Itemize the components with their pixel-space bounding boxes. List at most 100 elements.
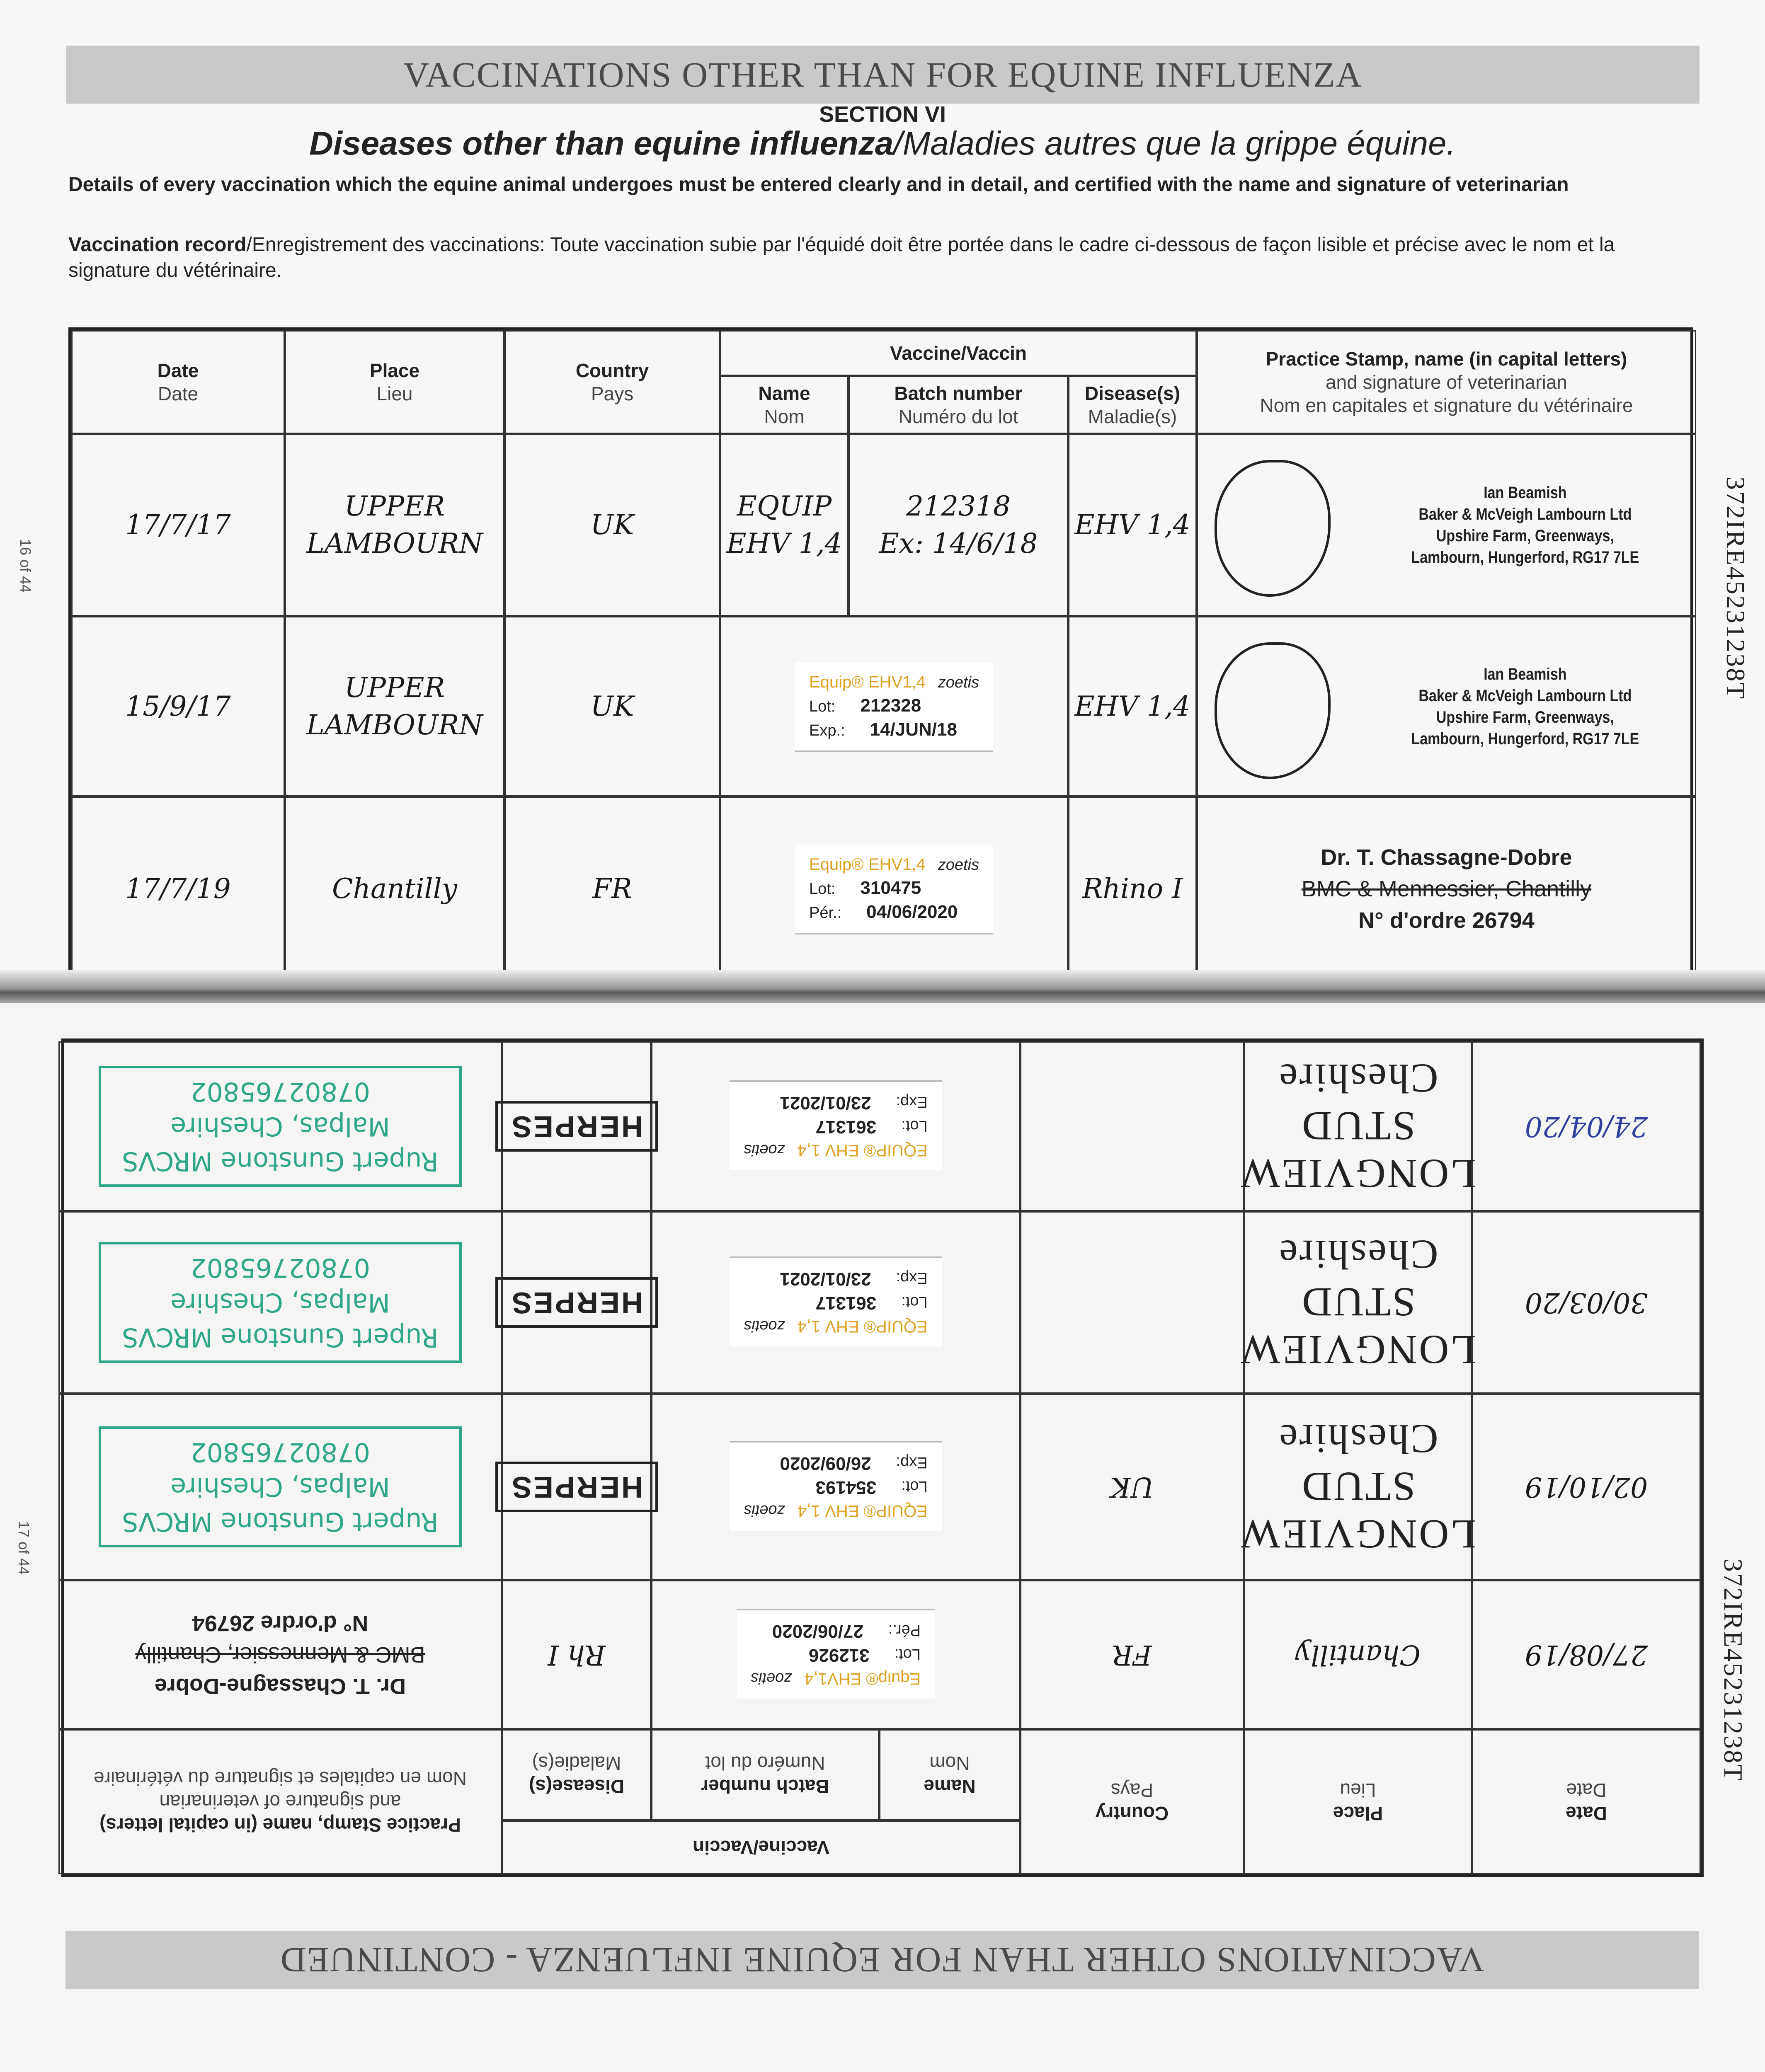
sticker-expiry: Pér.: 04/06/2020: [809, 900, 979, 925]
date-value: 30/03/20: [1525, 1287, 1648, 1319]
sticker-header: EQUIP® EHV 1,4 zoetis: [744, 1499, 927, 1523]
expiry-label: Exp:: [896, 1454, 928, 1472]
record-french: /Enregistrement des vaccinations: Toute …: [68, 234, 1615, 281]
expiry-label: Pér.:: [888, 1622, 921, 1639]
place-value: UPPER LAMBOURN: [306, 490, 483, 559]
place-cell: UPPER LAMBOURN: [285, 616, 504, 796]
stamp-line: Malpas, Cheshire: [170, 1288, 390, 1318]
disease-value: Rhino I: [1082, 872, 1183, 905]
batch-expiry: Ex: 14/6/18: [879, 528, 1038, 559]
manufacturer: zoetis: [744, 1141, 785, 1159]
disease-cell: Rhino I: [1068, 796, 1197, 981]
header-practice-text: Practice Stamp, name (in capital letters…: [1266, 348, 1627, 370]
heading-bold: Diseases other than equine influenza: [309, 125, 894, 162]
expiry-label: Pér.:: [809, 904, 842, 922]
vaccine-sticker: EQUIP® EHV 1,4 zoetis Lot: 361317 Exp: 23/01/…: [730, 1082, 942, 1171]
expiry-label: Exp:: [896, 1093, 928, 1111]
signature-scribble: [1215, 642, 1331, 779]
date-value: 17/7/19: [125, 872, 231, 905]
lot-number: 212328: [860, 695, 921, 716]
stamp-line: Lambourn, Hungerford, RG17 7LE: [1411, 729, 1639, 748]
disease-cell: EHV 1,4: [1068, 434, 1197, 616]
stamp-line: Baker & McVeigh Lambourn Ltd: [1418, 505, 1632, 523]
disease-value: HERPES: [495, 1462, 658, 1512]
header-name-text: Name: [924, 1776, 976, 1797]
date-cell: 27/08/19: [1472, 1580, 1701, 1729]
vaccine-label-cell: EQUIP® EHV 1,4 zoetis Lot: 354193 Exp: 26/09/…: [651, 1394, 1020, 1580]
date-value: 17/7/17: [125, 509, 231, 541]
header-vaccine-text: Vaccine/Vaccin: [693, 1837, 829, 1858]
header-practice-text: Nom en capitales et signature du vétérin…: [93, 1768, 467, 1789]
sticker-header: EQUIP® EHV 1,4 zoetis: [744, 1315, 927, 1339]
header-disease-text: Maladie(s): [1088, 406, 1177, 427]
disease-value: HERPES: [495, 1101, 658, 1152]
header-name: Name Nom: [720, 376, 849, 434]
country-cell: FR: [504, 796, 720, 981]
signature-scribble: [1215, 460, 1331, 597]
lot-number: 354193: [815, 1477, 877, 1498]
expiry-label: Exp.:: [809, 722, 845, 739]
place-cell: LONGVIEW STUD Cheshire: [1239, 1211, 1476, 1394]
stamp-text: LONGVIEW STUD Cheshire: [1239, 1416, 1476, 1558]
header-country-text: Pays: [591, 383, 634, 404]
passport-id: 372IRE45231238T: [1719, 1558, 1748, 1782]
vaccine-label-cell: EQUIP® EHV 1,4 zoetis Lot: 361317 Exp: 23/01/…: [651, 1041, 1020, 1211]
stamp-line: N° d'ordre 26794: [1358, 908, 1535, 933]
country-value: UK: [1110, 1471, 1154, 1503]
vaccine-brand: EQUIP® EHV 1,4: [797, 1317, 928, 1336]
header-practice-text: Nom en capitales et signature du vétérin…: [1260, 395, 1633, 416]
lot-label: Lot:: [809, 698, 836, 715]
vaccine-brand: Equip® EHV1,4: [809, 855, 926, 874]
sticker-expiry: Exp: 26/09/2020: [744, 1451, 927, 1475]
page-number: 17 of 44: [15, 1520, 32, 1575]
disease-value: HERPES: [495, 1277, 658, 1328]
stamp-line: Rupert Gunstone MRCVS: [122, 1322, 439, 1353]
manufacturer: zoetis: [938, 856, 979, 874]
passport-id: 372IRE45231238T: [1721, 477, 1750, 700]
expiry-date: 04/06/2020: [866, 902, 958, 922]
country-cell: UK: [1020, 1394, 1244, 1580]
country-cell: [1020, 1041, 1244, 1211]
sticker-lot: Lot: 310475: [809, 876, 979, 900]
practice-stamp-cell: Ian Beamish Baker & McVeigh Lambourn Ltd U…: [1197, 616, 1696, 796]
sticker-lot: Lot: 361317: [744, 1291, 927, 1315]
date-cell: 17/7/17: [71, 434, 285, 616]
header-name-text: Nom: [929, 1752, 970, 1774]
sticker-expiry: Pér.: 27/06/2020: [751, 1619, 921, 1643]
vaccine-brand: Equip® EHV1,4: [809, 673, 926, 691]
sticker-expiry: Exp: 23/01/2021: [744, 1267, 927, 1291]
header-name: Name Nom: [879, 1729, 1020, 1820]
date-cell: 02/10/19: [1472, 1394, 1701, 1580]
stamp-line: Dr. T. Chassagne-Dobre: [1321, 845, 1572, 870]
stamp-line: Baker & McVeigh Lambourn Ltd: [1418, 686, 1632, 705]
longview-stud-stamp: LONGVIEW STUD Cheshire: [1239, 1416, 1476, 1559]
place-cell: LONGVIEW STUD Cheshire: [1239, 1394, 1476, 1580]
country-value: UK: [590, 509, 634, 541]
date-value: 02/10/19: [1525, 1471, 1648, 1503]
vaccine-brand: Equip® EHV1,4: [804, 1670, 921, 1688]
stamp-text: LONGVIEW STUD Cheshire: [1239, 1055, 1476, 1197]
vaccine-brand: EQUIP® EHV 1,4: [797, 1502, 928, 1520]
lot-label: Lot:: [894, 1646, 921, 1663]
place-value: UPPER LAMBOURN: [306, 671, 483, 741]
header-place-text: Lieu: [376, 383, 413, 404]
header-place-text: Place: [369, 360, 420, 381]
stamp-line: Malpas, Cheshire: [170, 1472, 390, 1502]
header-place: Place Lieu: [285, 330, 504, 434]
stamp-line: Lambourn, Hungerford, RG17 7LE: [1411, 548, 1639, 566]
lot-label: Lot:: [901, 1293, 928, 1311]
sticker-header: Equip® EHV1,4 zoetis: [809, 853, 979, 876]
practice-stamp-cell: Dr. T. Chassagne-Dobre BMC & Mennessier, …: [58, 1580, 502, 1729]
vaccine-label-cell: Equip® EHV1,4 zoetis Lot: 212328 Exp.: 14/JUN…: [720, 616, 1068, 796]
vet-stamp-green: Rupert Gunstone MRCVS Malpas, Cheshire 078…: [99, 1066, 462, 1187]
stamp-line: BMC & Mennessier, Chantilly: [135, 1642, 425, 1667]
sticker-header: EQUIP® EHV 1,4 zoetis: [744, 1139, 927, 1162]
lot-number: 310475: [860, 878, 921, 898]
header-name-text: Name: [758, 382, 810, 404]
disease-cell: HERPES: [495, 1041, 658, 1211]
details-text: Details of every vaccination which the e…: [68, 174, 1569, 196]
stamp-line: Rupert Gunstone MRCVS: [122, 1507, 439, 1537]
header-date: Date Date: [71, 330, 285, 434]
vaccination-table: Date Date Place Lieu Country Pays Vaccine/Vacc…: [68, 327, 1696, 984]
vet-stamp-green: Rupert Gunstone MRCVS Malpas, Cheshire 078…: [99, 1426, 462, 1547]
